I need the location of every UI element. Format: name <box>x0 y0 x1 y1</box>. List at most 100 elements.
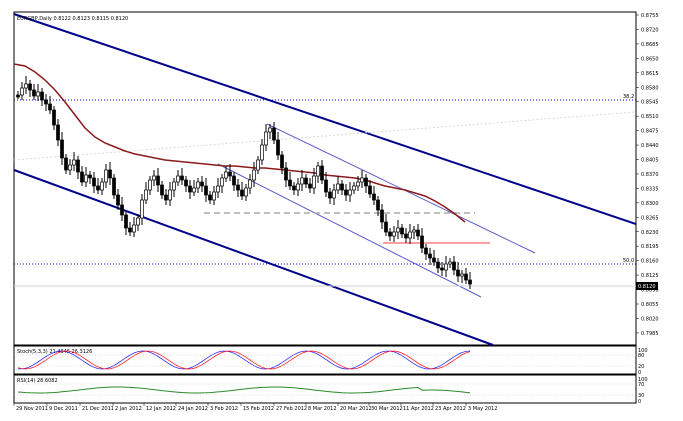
candle-body <box>72 159 76 166</box>
candle-body <box>100 181 104 191</box>
price-axis-label: 0.8755 <box>641 13 659 19</box>
candle-body <box>264 131 268 146</box>
date-axis-label: 24 Jan 2012 <box>178 406 208 412</box>
candle-body <box>44 99 48 105</box>
price-axis-label: 0.8090 <box>641 288 659 294</box>
date-axis-label: 20 Mar 2012 <box>340 406 372 412</box>
candle-body <box>40 91 44 101</box>
candle-body <box>52 109 56 126</box>
candle-body <box>32 89 36 97</box>
candle-body <box>36 91 40 97</box>
price-axis-label: 0.8335 <box>641 186 659 192</box>
candle-body <box>28 83 32 91</box>
current-price-marker <box>636 282 658 290</box>
candle-body <box>156 175 160 186</box>
candle-body <box>300 177 304 185</box>
candle-body <box>452 261 456 271</box>
candle-body <box>432 257 436 263</box>
candle-body <box>272 127 276 141</box>
date-axis-label: 27 Feb 2012 <box>276 406 307 412</box>
candle-body <box>48 103 52 111</box>
candle-body <box>148 179 152 191</box>
candle-body <box>396 227 400 233</box>
stoch-axis-label: 20 <box>638 364 644 370</box>
candle-body <box>212 191 216 201</box>
candle-body <box>56 124 60 141</box>
candle-body <box>392 231 396 237</box>
candle-body <box>444 263 448 271</box>
candle-body <box>256 159 260 171</box>
candle-body <box>160 184 164 196</box>
candle-body <box>296 183 300 191</box>
moving-average-line[interactable] <box>13 63 466 223</box>
candle-body <box>64 157 68 171</box>
candle-body <box>68 164 72 171</box>
candle-body <box>76 159 80 173</box>
price-pane <box>13 11 637 346</box>
candle-body <box>20 87 24 96</box>
candle-body <box>236 184 240 191</box>
candle-body <box>232 175 236 186</box>
candle-body <box>356 181 360 187</box>
candlesticks[interactable] <box>16 76 472 289</box>
candle-body <box>200 181 204 187</box>
candle-body <box>84 174 88 183</box>
channel-upper-line[interactable] <box>13 13 637 225</box>
candle-body <box>248 179 252 189</box>
candle-body <box>240 189 244 197</box>
candle-body <box>260 144 264 161</box>
date-axis-label: 3 May 2012 <box>468 406 497 412</box>
candle-body <box>340 183 344 191</box>
candle-body <box>108 169 112 179</box>
rsi-axis-label: 0 <box>638 399 641 405</box>
candle-body <box>352 185 356 191</box>
inner-channel-lower-line[interactable] <box>217 163 482 298</box>
candle-body <box>304 177 308 185</box>
candle-body <box>332 189 336 199</box>
rsi-axis-label: 100 <box>638 377 648 383</box>
candle-body <box>92 177 96 187</box>
price-axis-label: 0.8440 <box>641 143 659 149</box>
price-axis-label: 0.8405 <box>641 158 659 164</box>
price-axis-label: 0.8195 <box>641 244 659 250</box>
candle-body <box>440 267 444 271</box>
candle-body <box>188 185 192 193</box>
candle-body <box>152 175 156 181</box>
candle-body <box>344 189 348 196</box>
candle-body <box>88 174 92 179</box>
candle-body <box>428 253 432 259</box>
candle-body <box>60 139 64 159</box>
candle-body <box>144 189 148 201</box>
date-axis-label: 30 Mar 2012 <box>371 406 403 412</box>
price-axis-label: 0.8230 <box>641 230 659 236</box>
candle-body <box>184 179 188 187</box>
rsi-pane <box>13 374 637 404</box>
candle-body <box>268 127 272 133</box>
candle-body <box>136 217 140 226</box>
candle-body <box>468 279 472 285</box>
rsi-line <box>17 386 471 394</box>
price-axis-label: 0.8510 <box>641 114 659 120</box>
rsi-axis-label: 70 <box>638 382 644 388</box>
candle-body <box>404 233 408 239</box>
candle-body <box>336 183 340 191</box>
channel-lower-line[interactable] <box>13 169 494 346</box>
candle-body <box>460 273 464 277</box>
date-axis-label: 3 Feb 2012 <box>210 406 238 412</box>
candle-body <box>244 187 248 197</box>
date-axis-label: 29 Nov 2011 <box>16 406 48 412</box>
candle-body <box>328 191 332 199</box>
candle-body <box>116 194 120 206</box>
candle-body <box>164 194 168 201</box>
candle-body <box>284 167 288 181</box>
price-axis-label: 0.8265 <box>641 215 659 221</box>
date-axis-label: 23 Apr 2012 <box>435 406 466 412</box>
current-price-label: 0.8120 <box>638 284 656 290</box>
candle-body <box>372 193 376 201</box>
candle-body <box>292 185 296 191</box>
candle-body <box>104 169 108 183</box>
candle-body <box>204 185 208 196</box>
date-axis-label: 9 Dec 2011 <box>49 406 78 412</box>
